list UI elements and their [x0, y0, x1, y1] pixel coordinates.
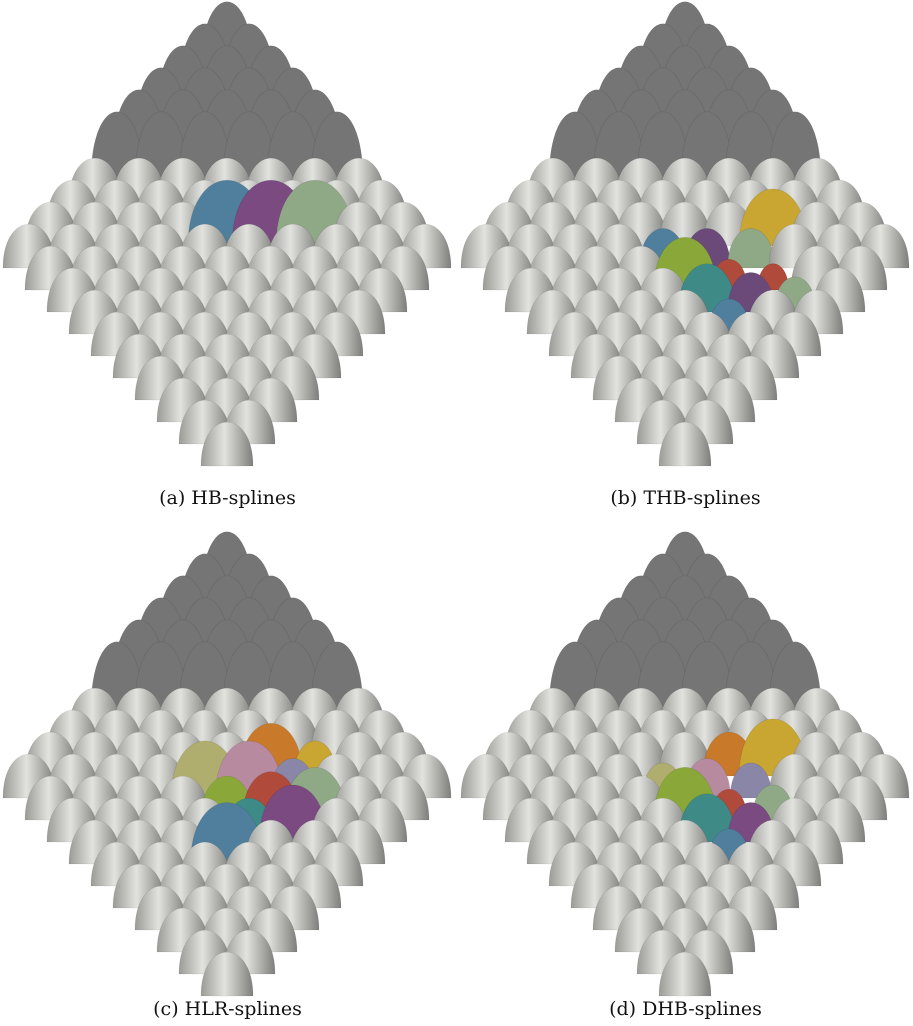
caption: (d) DHB-splines [458, 998, 913, 1020]
caption: (b) THB-splines [458, 487, 913, 509]
panel-render [0, 530, 455, 1002]
panel-render [458, 530, 913, 1002]
panel-render [0, 0, 455, 472]
caption: (a) HB-splines [0, 487, 455, 509]
panel-render [458, 0, 913, 472]
caption: (c) HLR-splines [0, 998, 455, 1020]
figure: (a) HB-splines (b) THB-splines (c) HLR-s… [0, 0, 913, 1026]
